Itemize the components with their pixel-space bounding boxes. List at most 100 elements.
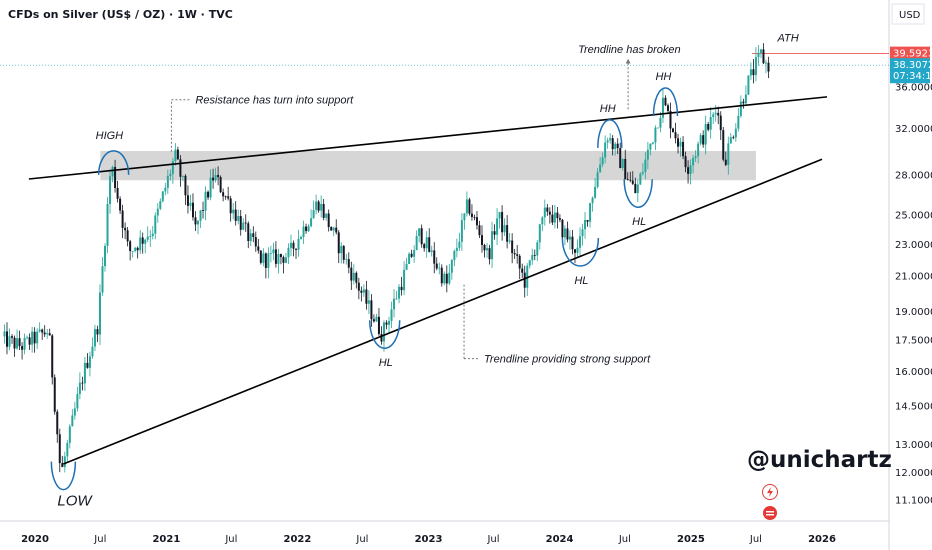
- candle-body: [433, 250, 436, 264]
- candle-body: [596, 172, 599, 187]
- candle-body: [151, 233, 154, 237]
- candle-body: [410, 253, 413, 257]
- candle-body: [440, 267, 443, 284]
- currency-button[interactable]: [891, 3, 925, 25]
- candle-body: [355, 272, 358, 283]
- annotation-label: LOW: [57, 493, 93, 510]
- candle-body: [101, 266, 104, 293]
- candle-body: [536, 242, 539, 256]
- candle-body: [91, 346, 94, 357]
- candle-body: [320, 203, 323, 211]
- candle-body: [639, 173, 642, 185]
- candle-body: [506, 225, 509, 242]
- candle-body: [634, 183, 637, 194]
- candle-body: [614, 143, 617, 150]
- candle-body: [518, 255, 521, 269]
- candle-body: [249, 233, 252, 242]
- annotation-label: Trendline providing strong support: [484, 354, 651, 366]
- candle-body: [649, 143, 652, 150]
- support-zone: [100, 150, 756, 181]
- candle-body: [521, 268, 524, 273]
- candle-body: [382, 322, 385, 342]
- candle-body: [568, 236, 571, 240]
- candle-body: [511, 240, 514, 254]
- candle-body: [111, 166, 114, 177]
- hl-arc: [623, 179, 653, 208]
- candle-body: [104, 245, 107, 267]
- candle-body: [126, 230, 129, 242]
- candle-body: [239, 216, 242, 230]
- candle-body: [418, 228, 421, 236]
- candle-body: [312, 210, 315, 219]
- candle-body: [362, 289, 365, 293]
- candle-body: [292, 242, 295, 249]
- candle-body: [269, 253, 272, 254]
- candle-body: [526, 265, 529, 288]
- candle-body: [538, 224, 541, 243]
- candle-body: [93, 329, 96, 347]
- candle-body: [194, 217, 197, 225]
- candle-body: [81, 382, 84, 384]
- annotation-label: HL: [379, 357, 393, 369]
- price-tick-label: 19.0000: [895, 307, 932, 318]
- candle-body: [332, 227, 335, 231]
- candle-body: [656, 127, 659, 129]
- candle-body: [752, 69, 755, 76]
- candle-body: [367, 300, 370, 304]
- candle-body: [677, 138, 680, 147]
- candle-body: [672, 128, 675, 133]
- candle-body: [393, 298, 396, 310]
- candle-body: [558, 218, 561, 220]
- candle-body: [5, 331, 8, 347]
- candle-body: [764, 62, 767, 64]
- candle-body: [541, 217, 544, 225]
- candle-body: [528, 260, 531, 266]
- candle-body: [674, 132, 677, 139]
- candle-body: [174, 149, 177, 162]
- annotation-label: HH: [655, 71, 671, 83]
- candle-body: [222, 192, 225, 197]
- candle-body: [317, 201, 320, 211]
- price-tick-label: 16.0000: [895, 367, 932, 378]
- candle-body: [400, 286, 403, 291]
- candle-body: [624, 158, 627, 180]
- time-tick-label: 2020: [21, 534, 49, 545]
- candle-body: [330, 227, 333, 231]
- candle-body: [734, 128, 737, 138]
- candle-body: [219, 177, 222, 193]
- candle-body: [159, 201, 162, 209]
- candle-body: [702, 135, 705, 145]
- candle-body: [26, 337, 29, 339]
- candle-body: [388, 320, 391, 325]
- candle-body: [455, 247, 458, 251]
- candle-body: [724, 159, 727, 165]
- candle-body: [566, 228, 569, 240]
- candle-body: [264, 253, 267, 268]
- candle-body: [129, 241, 132, 252]
- candle-body: [704, 124, 707, 145]
- candle-body: [119, 198, 122, 211]
- currency-label: USD: [899, 10, 921, 21]
- candle-body: [179, 159, 182, 177]
- watermark: @unichartz: [747, 447, 892, 473]
- time-tick-label: Jul: [486, 534, 499, 545]
- candle-body: [237, 216, 240, 221]
- candle-body: [682, 141, 685, 157]
- candle-body: [227, 196, 230, 199]
- candle-body: [742, 101, 745, 104]
- time-tick-label: Jul: [224, 534, 237, 545]
- candle-body: [171, 161, 174, 174]
- candle-body: [460, 220, 463, 242]
- candle-body: [737, 115, 740, 129]
- candle-body: [156, 208, 159, 216]
- candle-body: [46, 333, 49, 335]
- candle-body: [606, 140, 609, 143]
- lightning-icon: [762, 484, 778, 500]
- candle-body: [491, 231, 494, 260]
- time-tick-label: 2025: [677, 534, 705, 545]
- candle-body: [473, 216, 476, 218]
- candle-body: [692, 157, 695, 166]
- annotation-label: HL: [632, 216, 646, 228]
- candle-body: [164, 187, 167, 192]
